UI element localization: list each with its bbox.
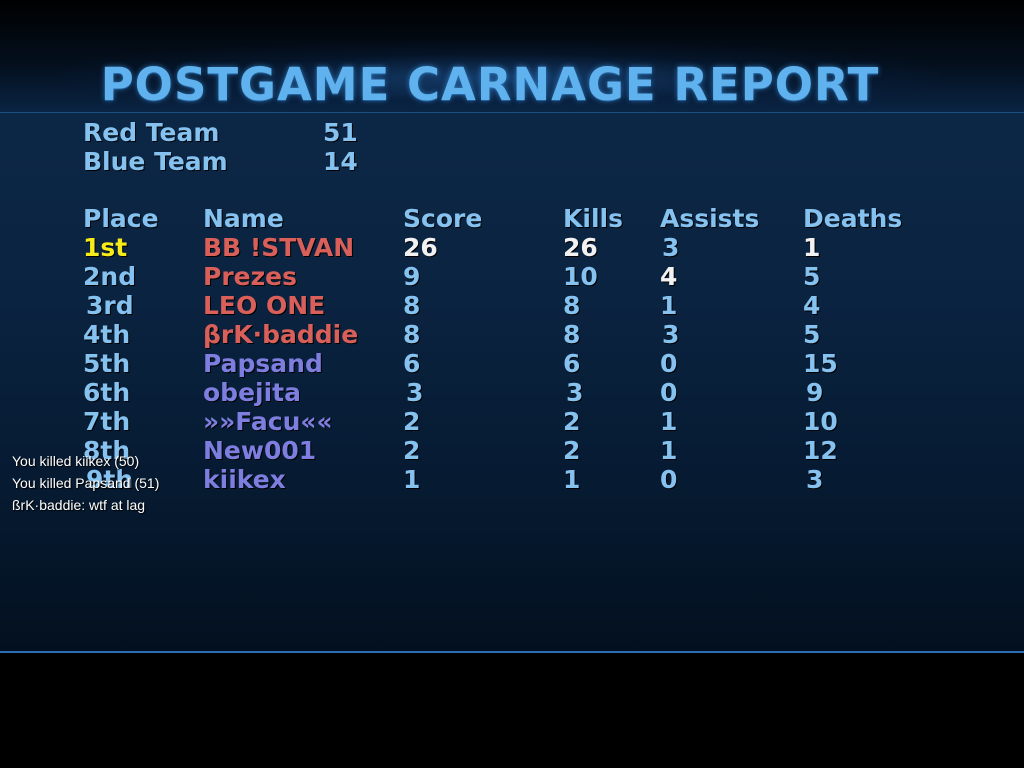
player-deaths: 1 [803,233,821,262]
header-assists: Assists [660,204,760,233]
player-name: »»Facu«« [203,407,333,436]
player-name: βrK·baddie [203,320,359,349]
player-kills: 1 [563,465,581,494]
panel-bottom-divider [0,651,1024,653]
player-deaths: 9 [806,378,824,407]
player-place: 4th [83,320,131,349]
page-title: POSTGAME CARNAGE REPORT [100,58,880,111]
player-assists: 4 [660,262,678,291]
player-assists: 0 [660,465,678,494]
team-red-score: 51 [323,118,358,147]
player-assists: 0 [660,378,678,407]
player-kills: 6 [563,349,581,378]
player-deaths: 5 [803,262,821,291]
header-deaths: Deaths [803,204,903,233]
player-score: 8 [403,320,421,349]
team-blue-score: 14 [323,147,358,176]
player-name: LEO ONE [203,291,326,320]
player-score: 8 [403,291,421,320]
player-name: Papsand [203,349,323,378]
chat-message: You killed Papsand (51) [12,475,160,491]
top-band [0,0,1024,112]
player-deaths: 3 [806,465,824,494]
player-deaths: 5 [803,320,821,349]
player-assists: 3 [662,320,680,349]
chat-message: ßrK·baddie: wtf at lag [12,497,146,513]
player-place: 6th [83,378,131,407]
player-kills: 10 [563,262,598,291]
player-assists: 1 [660,436,678,465]
player-kills: 8 [563,291,581,320]
team-blue-label: Blue Team [83,147,228,176]
player-score: 2 [403,407,421,436]
player-score: 3 [406,378,424,407]
player-name: kiikex [203,465,286,494]
player-deaths: 4 [803,291,821,320]
player-assists: 0 [660,349,678,378]
chat-message: You killed kiikex (50) [12,453,140,469]
player-kills: 3 [566,378,584,407]
title-glow [60,40,940,115]
player-assists: 3 [662,233,680,262]
player-deaths: 12 [803,436,838,465]
player-place: 9th [86,465,134,494]
team-red-label: Red Team [83,118,220,147]
player-kills: 26 [563,233,598,262]
player-deaths: 15 [803,349,838,378]
player-place: 5th [83,349,131,378]
header-place: Place [83,204,159,233]
player-assists: 1 [660,407,678,436]
player-name: New001 [203,436,317,465]
header-name: Name [203,204,284,233]
player-kills: 2 [563,407,581,436]
player-deaths: 10 [803,407,838,436]
header-score: Score [403,204,483,233]
player-place: 1st [83,233,128,262]
player-assists: 1 [660,291,678,320]
header-kills: Kills [563,204,623,233]
player-place: 7th [83,407,131,436]
scoreboard-panel [0,112,1024,653]
player-place: 3rd [86,291,134,320]
player-place: 2nd [83,262,137,291]
player-score: 6 [403,349,421,378]
player-name: Prezes [203,262,297,291]
player-score: 2 [403,436,421,465]
player-kills: 8 [563,320,581,349]
player-score: 1 [403,465,421,494]
player-kills: 2 [563,436,581,465]
player-name: BB !STVAN [203,233,355,262]
player-name: obejita [203,378,301,407]
player-place: 8th [83,436,131,465]
player-score: 9 [403,262,421,291]
player-score: 26 [403,233,438,262]
